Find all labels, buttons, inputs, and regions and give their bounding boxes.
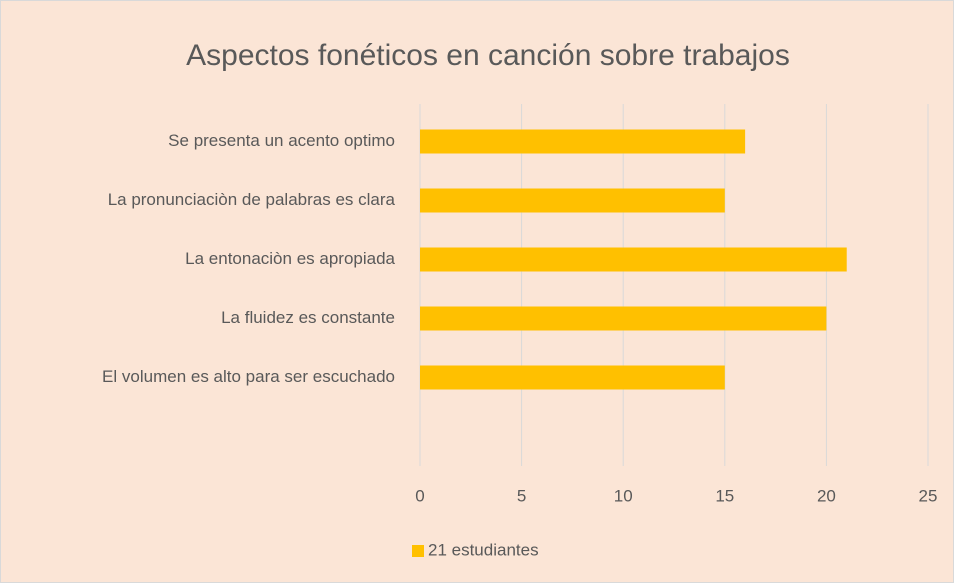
y-tick-label: El volumen es alto para ser escuchado <box>102 367 395 386</box>
legend-swatch <box>412 545 424 557</box>
x-tick-label: 20 <box>817 486 836 505</box>
y-tick-label: La pronunciaciòn de palabras es clara <box>108 190 396 209</box>
bar <box>420 129 746 154</box>
x-tick-label: 5 <box>517 486 526 505</box>
x-tick-label: 0 <box>415 486 424 505</box>
bar <box>420 247 847 272</box>
bar <box>420 188 725 213</box>
x-tick-label: 15 <box>715 486 734 505</box>
bar <box>420 365 725 390</box>
y-tick-label: La entonaciòn es apropiada <box>185 249 395 268</box>
y-tick-label: Se presenta un acento optimo <box>168 131 395 150</box>
x-tick-label: 10 <box>614 486 633 505</box>
y-tick-label: La fluidez es constante <box>221 308 395 327</box>
bar <box>420 306 827 331</box>
legend-label: 21 estudiantes <box>428 540 539 559</box>
x-tick-label: 25 <box>919 486 938 505</box>
chart-title: Aspectos fonéticos en canción sobre trab… <box>186 39 790 72</box>
